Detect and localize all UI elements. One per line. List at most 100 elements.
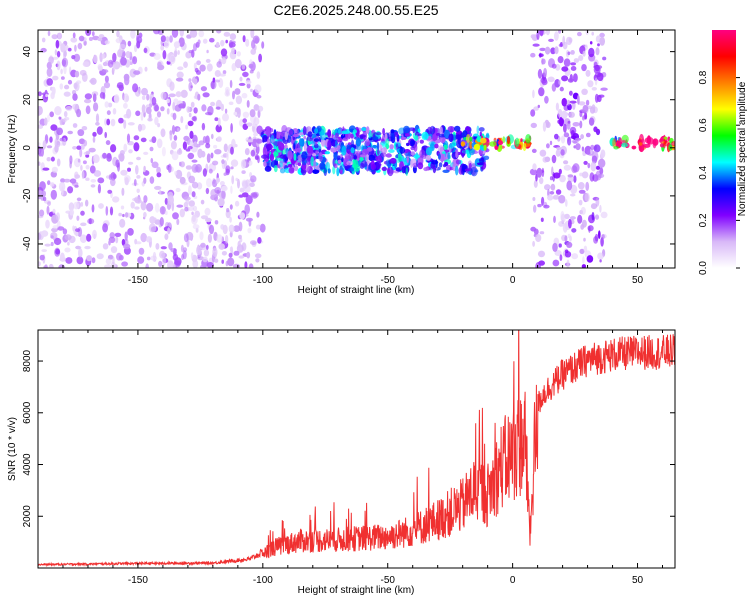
spectrogram-cell	[552, 259, 560, 267]
spectrogram-cell	[56, 158, 61, 167]
spectrogram-cell	[123, 119, 127, 129]
spectrogram-cell	[214, 187, 222, 194]
spectrogram-cell	[175, 169, 183, 179]
spectrogram-cell	[547, 76, 555, 83]
spectrogram-cell	[327, 139, 332, 150]
spectrogram-cell	[599, 259, 602, 263]
spectrogram-cell	[108, 102, 113, 108]
spectrogram-cell	[560, 110, 568, 119]
spectrogram-cell	[127, 228, 134, 236]
spectrogram-cell	[160, 128, 166, 138]
spectrogram-cell	[658, 138, 664, 143]
spectrogram-cell	[353, 145, 357, 149]
spectrogram-cell	[164, 210, 168, 216]
spectrogram-cell	[257, 105, 264, 112]
spectrogram-cell	[298, 138, 303, 146]
spectrogram-cell	[119, 218, 126, 228]
spectrogram-cell	[572, 122, 580, 127]
spectrogram-cell	[554, 31, 559, 41]
spectrogram-cell	[258, 53, 262, 63]
spectrogram-cell	[613, 145, 619, 150]
spectrogram-cell	[380, 141, 387, 146]
spectrogram-cell	[595, 35, 601, 43]
spectrogram-cell	[218, 78, 224, 88]
spectrogram-cell	[552, 242, 558, 252]
spectrogram-cell	[166, 98, 170, 104]
spectrogram-cell	[206, 178, 213, 188]
spectrogram-cell	[197, 39, 201, 45]
spectrogram-cell	[157, 191, 165, 195]
figure-title: C2E6.2025.248.00.55.E25	[273, 2, 438, 18]
spectrogram-cell	[167, 227, 171, 235]
spectrogram-cell	[69, 155, 73, 165]
spectrogram-cell	[88, 37, 93, 41]
spectrogram-cell	[600, 149, 606, 158]
spectrogram-cell	[167, 195, 174, 206]
spectrogram-cell	[301, 157, 305, 162]
spectrogram-cell	[83, 40, 87, 46]
spectrogram-cell	[376, 160, 382, 170]
spectrogram-cell	[38, 161, 41, 166]
spectrogram-cell	[160, 246, 167, 250]
spectrogram-cell	[42, 167, 50, 171]
spectrogram-cell	[224, 234, 229, 244]
spectrogram-cell	[49, 111, 54, 118]
spectrogram-cell	[532, 240, 535, 247]
spectrogram-cell	[123, 143, 128, 152]
spectrogram-cell	[238, 234, 242, 240]
spectrogram-cell	[132, 56, 138, 65]
spectrogram-cell	[578, 189, 586, 194]
snr-series-line	[38, 330, 675, 568]
spectrogram-cell	[558, 168, 562, 175]
spectrogram-cell	[269, 153, 275, 162]
spectrogram-cell	[55, 248, 60, 255]
spectrogram-cell	[62, 228, 68, 235]
spectrogram-cell	[261, 154, 268, 159]
spectrogram-cell	[229, 246, 233, 252]
spectrogram-cell	[318, 151, 323, 162]
spectrogram-cell	[437, 153, 441, 160]
spectrogram-cell	[46, 67, 53, 78]
y-tick-label: -40	[22, 236, 33, 251]
spectrogram-cell	[288, 167, 295, 174]
spectrogram-cell	[130, 201, 135, 209]
spectrogram-cell	[63, 91, 71, 97]
spectrogram-cell	[439, 126, 443, 135]
spectrogram-cell	[302, 126, 307, 136]
spectrogram-cell	[547, 194, 554, 201]
spectrogram-cell	[557, 56, 564, 64]
spectrogram-cell	[160, 91, 167, 100]
spectrogram-cell	[276, 131, 281, 139]
spectrogram-cell	[313, 160, 317, 168]
spectrogram-cell	[172, 264, 176, 268]
spectrogram-cell	[180, 89, 188, 98]
spectrogram-cell	[59, 137, 65, 142]
spectrogram-cell	[171, 30, 179, 38]
spectrogram-cell	[542, 156, 548, 163]
spectrogram-cell	[514, 137, 520, 147]
spectrogram-cell	[595, 47, 600, 56]
spectrogram-cell	[229, 79, 233, 89]
spectrogram-cell	[412, 127, 416, 134]
spectrogram-cell	[156, 172, 162, 178]
spectrogram-cell	[61, 186, 64, 196]
spectrogram-cell	[233, 225, 241, 233]
spectrogram-cell	[85, 164, 90, 170]
spectrogram-cell	[497, 140, 504, 146]
spectrogram-cell	[110, 178, 116, 187]
spectrogram-cell	[205, 135, 210, 145]
spectrogram-cell	[591, 211, 595, 221]
snr-ticks: -150 -100 -50 0 50 2000 4000 6000 8000	[22, 330, 675, 586]
spectrogram-cell	[599, 36, 605, 46]
spectrogram-cell	[193, 107, 198, 114]
spectrogram-cell	[56, 32, 63, 40]
spectrogram-cell	[102, 69, 109, 73]
spectrogram-cell	[520, 138, 523, 143]
spectrogram-cell	[76, 145, 82, 150]
spectrogram-cell	[621, 142, 629, 148]
spectrogram-cell	[582, 104, 589, 113]
spectrogram-cell	[341, 130, 349, 135]
spectrogram-cell	[57, 226, 65, 231]
spectrogram-cell	[120, 169, 128, 176]
spectrogram-cells	[38, 30, 675, 268]
